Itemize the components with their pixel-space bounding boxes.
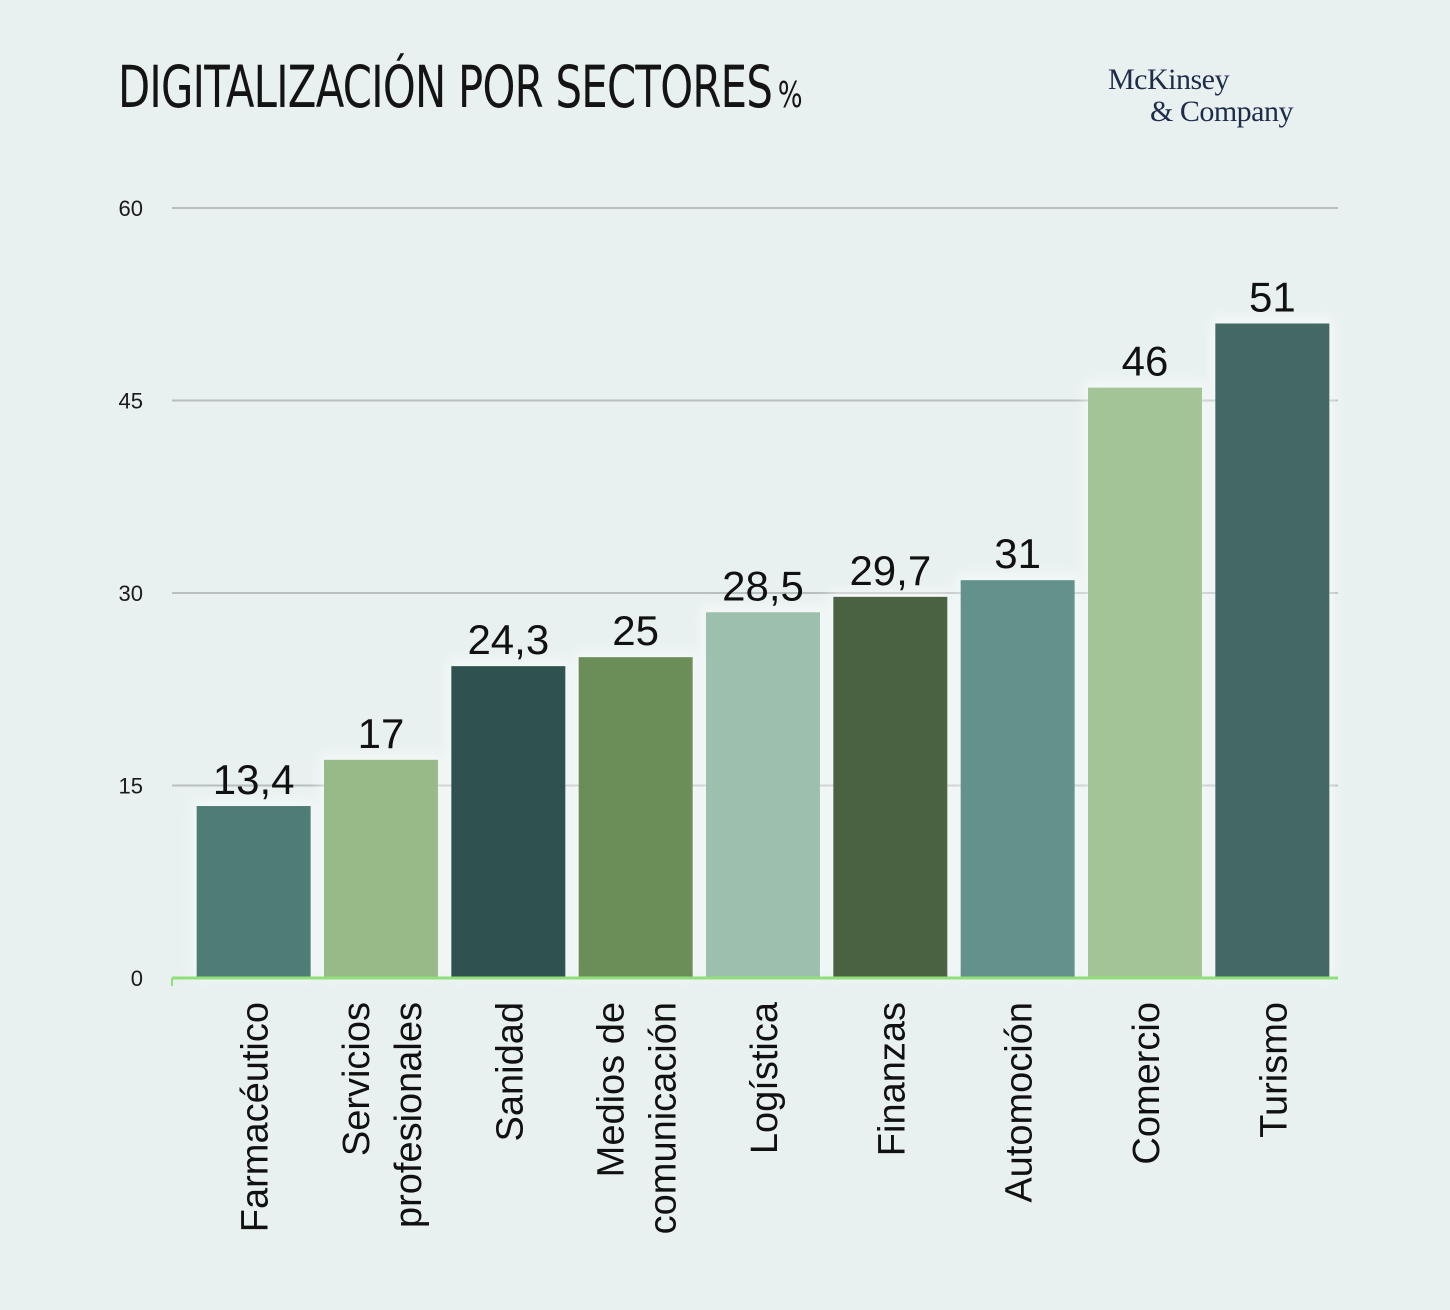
bar-value-label: 17 (358, 710, 405, 757)
brand-logo: McKinsey & Company (1108, 63, 1294, 128)
x-category-label: Farmacéutico (235, 1002, 277, 1232)
bar-value-label: 28,5 (722, 562, 804, 609)
x-category-label-line: Comercio (1126, 1002, 1168, 1165)
bar-value-label: 13,4 (213, 756, 295, 803)
bar-value-label: 29,7 (849, 547, 931, 594)
x-category-label: Finanzas (871, 1002, 913, 1156)
y-tick-label-30: 30 (119, 581, 143, 606)
x-category-label-line: Turismo (1253, 1002, 1295, 1138)
bar-value-label: 25 (612, 607, 659, 654)
x-category-label-line: Automoción (999, 1002, 1041, 1203)
bar-4 (578, 657, 693, 978)
chart-title: DIGITALIZACIÓN POR SECTORES% (118, 52, 803, 131)
x-category-label-line: comunicación (643, 1002, 685, 1234)
bar-value-label: 31 (994, 530, 1041, 577)
x-category-label-line: Sanidad (489, 1002, 531, 1141)
chart-title-text: DIGITALIZACIÓN POR SECTORES (118, 53, 773, 121)
x-category-label: Logística (744, 1001, 786, 1154)
bar-value-label: 51 (1249, 274, 1296, 321)
chart-title-unit: % (777, 75, 803, 116)
bar-value-label: 24,3 (467, 616, 549, 663)
brand-line-2: & Company (1150, 95, 1294, 128)
brand-line-1: McKinsey (1108, 63, 1229, 96)
y-tick-label-15: 15 (119, 774, 143, 799)
x-category-label: Comercio (1126, 1002, 1168, 1165)
y-tick-label-0: 0 (131, 966, 143, 991)
x-category-label-line: profesionales (388, 1002, 430, 1228)
y-tick-label-60: 60 (119, 196, 143, 221)
x-category-label-line: Medios de (591, 1002, 633, 1177)
x-category-label: Sanidad (489, 1002, 531, 1141)
bar-1 (196, 806, 311, 978)
bar-6 (833, 596, 948, 978)
x-category-label-line: Logística (744, 1001, 786, 1154)
x-category-label-line: Farmacéutico (235, 1002, 277, 1232)
x-category-label: Automoción (999, 1002, 1041, 1203)
x-category-label-line: Servicios (336, 1002, 378, 1156)
bar-8 (1088, 387, 1202, 979)
y-tick-label-45: 45 (119, 389, 143, 414)
x-category-label-line: Finanzas (871, 1002, 913, 1156)
bar-2 (324, 759, 438, 978)
x-category-label: Medios de comunicación (591, 1002, 685, 1234)
bar-7 (960, 580, 1075, 978)
x-category-label: Servicios profesionales (336, 1002, 430, 1228)
bar-9 (1215, 323, 1330, 978)
bar-3 (451, 666, 566, 978)
x-category-label: Turismo (1253, 1002, 1295, 1138)
bar-value-label: 46 (1122, 338, 1169, 385)
bar-5 (706, 612, 820, 978)
